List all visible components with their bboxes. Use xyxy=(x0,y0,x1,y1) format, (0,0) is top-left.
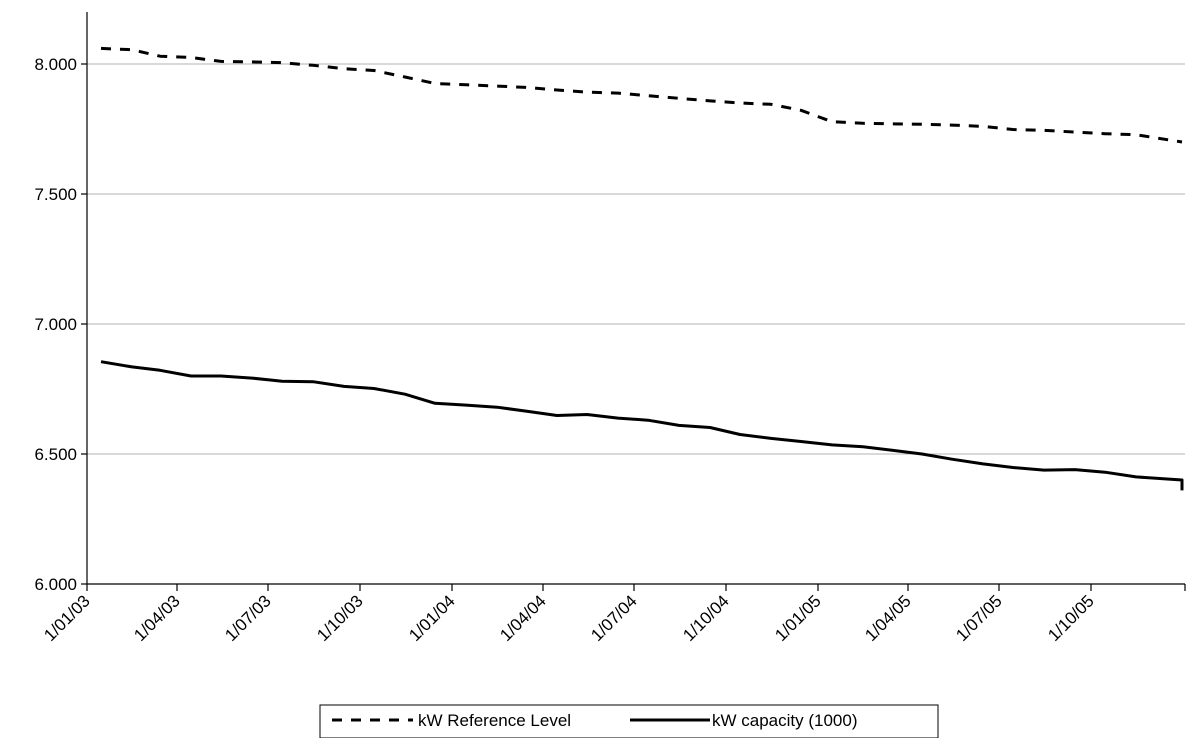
y-tick-label: 8.000 xyxy=(34,55,77,74)
x-tick-label: 1/07/05 xyxy=(952,591,1006,645)
x-tick-label: 1/04/05 xyxy=(861,591,915,645)
legend: kW Reference Level kW capacity (1000) xyxy=(319,704,939,738)
x-tick-label: 1/10/03 xyxy=(313,591,367,645)
x-tick-label: 1/01/05 xyxy=(771,591,825,645)
x-tick-label: 1/10/04 xyxy=(679,591,733,645)
x-tick-label: 1/04/03 xyxy=(130,591,184,645)
y-tick-label: 6.500 xyxy=(34,445,77,464)
x-tick-label: 1/07/04 xyxy=(587,591,641,645)
x-tick-label: 1/10/05 xyxy=(1044,591,1098,645)
x-tick-label: 1/01/04 xyxy=(405,591,459,645)
series-line-0 xyxy=(100,46,1183,144)
x-tick-label: 1/04/04 xyxy=(496,591,550,645)
gridlines xyxy=(87,63,1185,455)
axes xyxy=(86,12,1185,585)
series-line-1 xyxy=(100,360,1184,491)
x-axis-ticks: 1/01/03 1/04/03 1/07/03 1/10/03 1/01/04 1/04/… xyxy=(40,584,1186,645)
x-tick-label: 1/01/03 xyxy=(40,591,94,645)
y-tick-label: 7.000 xyxy=(34,315,77,334)
y-axis-ticks: 6.000 6.500 7.000 7.500 8.000 xyxy=(34,55,87,594)
legend-label-capacity: kW capacity (1000) xyxy=(712,711,858,730)
x-tick-label: 1/07/03 xyxy=(221,591,275,645)
y-tick-label: 7.500 xyxy=(34,185,77,204)
y-tick-label: 6.000 xyxy=(34,575,77,594)
legend-box xyxy=(319,704,939,738)
series-layer xyxy=(100,46,1184,491)
legend-label-reference: kW Reference Level xyxy=(418,711,571,730)
